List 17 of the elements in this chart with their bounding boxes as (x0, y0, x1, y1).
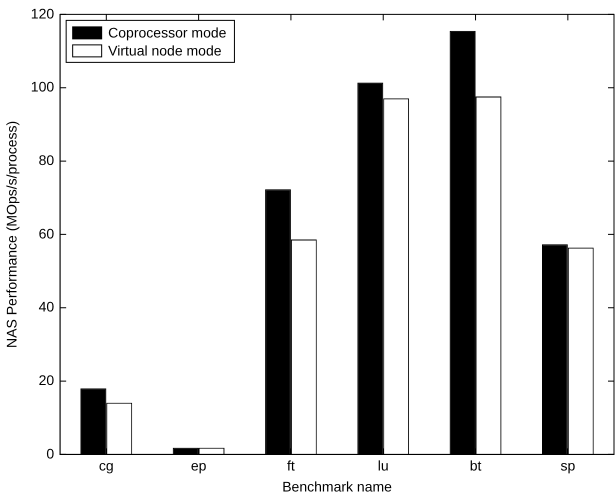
y-tick-label: 0 (46, 445, 54, 462)
y-tick-label: 80 (38, 152, 54, 168)
x-tick-label: lu (378, 458, 389, 474)
x-tick-label: ft (287, 458, 295, 474)
x-tick-label: sp (560, 458, 576, 474)
y-tick-label: 60 (38, 225, 54, 242)
y-axis-title: NAS Performance (MOps/s/process) (3, 120, 20, 348)
x-tick-label: ep (190, 458, 207, 474)
y-tick-label: 40 (38, 298, 54, 315)
y-tick-label: 100 (30, 78, 54, 95)
y-tick-label: 20 (38, 372, 54, 388)
legend-label: Coprocessor mode (108, 24, 227, 40)
x-axis-title: Benchmark name (282, 478, 392, 494)
y-tick-label: 120 (30, 5, 54, 22)
x-tick-label: bt (470, 458, 482, 474)
legend-label: Virtual node mode (108, 42, 222, 58)
x-tick-label: cg (98, 458, 114, 474)
